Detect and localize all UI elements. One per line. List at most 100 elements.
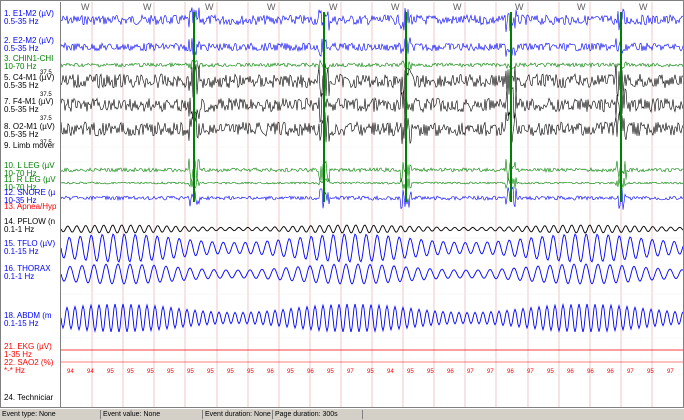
channel-filter: 0.5-35 Hz xyxy=(4,17,39,26)
channel-label-apnea[interactable]: 13. Apnea/Hyp xyxy=(4,203,56,211)
channel-label-e1m2[interactable]: 1. E1-M2 (µV) 0.5-35 Hz xyxy=(4,10,54,26)
channel-label-rleg[interactable]: 11. R LEG (µV 10-70 Hz xyxy=(4,176,56,192)
sao2-value-label: 96 xyxy=(587,369,594,375)
sao2-value-label: 95 xyxy=(647,369,654,375)
channel-name: 9. Limb mover xyxy=(4,141,55,150)
sao2-value-label: 95 xyxy=(227,369,234,375)
channel-label-e2m2[interactable]: 2. E2-M2 (µV) 0.5-35 Hz xyxy=(4,37,54,53)
waveform-lleg xyxy=(61,158,683,183)
channel-label-o2m1[interactable]: 8. O2-M1 (µV) 0.5-35 Hz xyxy=(4,123,55,139)
page-duration-status: Page duration: 300s xyxy=(272,410,362,419)
channel-name: 22. SAO2 (%) xyxy=(4,358,54,367)
waveform-chin xyxy=(61,59,683,71)
channel-name: 11. R LEG (µV xyxy=(4,175,56,184)
channel-filter: *-* Hz xyxy=(4,366,25,375)
channel-filter: 0.5-35 Hz xyxy=(4,81,39,90)
waveform-c4m1 xyxy=(61,63,683,98)
channel-name: 18. ABDM (m xyxy=(4,311,52,320)
channel-filter: 10-70 Hz xyxy=(4,183,37,192)
channel-label-snore[interactable]: 12. SNORE (µ 10-35 Hz xyxy=(4,189,55,205)
sao2-value-label: 95 xyxy=(127,369,134,375)
channel-name: 1. E1-M2 (µV) xyxy=(4,9,54,18)
position-label: W xyxy=(267,2,276,12)
channel-name: 21. EKG (µV) xyxy=(4,342,52,351)
channel-name: 2. E2-M2 (µV) xyxy=(4,36,54,45)
channel-name: 15. TFLO (µV) xyxy=(4,239,56,248)
channel-name: 13. Apnea/Hyp xyxy=(4,202,57,211)
channel-label-sao2[interactable]: 22. SAO2 (%) *-* Hz xyxy=(4,359,53,375)
sao2-value-label: 94 xyxy=(67,369,74,375)
sao2-value-label: 95 xyxy=(287,369,294,375)
position-label: W xyxy=(81,2,90,12)
waveform-tflo xyxy=(61,233,683,263)
sao2-value-label: 96 xyxy=(607,369,614,375)
channel-label-limb[interactable]: 9. Limb mover xyxy=(4,142,55,150)
waveform-f4m1 xyxy=(61,87,683,123)
sao2-value-label: 95 xyxy=(407,369,414,375)
event-type-status: Event type: None xyxy=(2,411,56,418)
channel-filter: 0.5-35 Hz xyxy=(4,130,39,139)
amplitude-scale-mark: 37.5 xyxy=(40,116,52,122)
channel-filter: 10-35 Hz xyxy=(4,196,37,205)
channel-name: 8. O2-M1 (µV) xyxy=(4,122,55,131)
sao2-value-label: 95 xyxy=(427,369,434,375)
sao2-value-label: 95 xyxy=(187,369,194,375)
waveform-e1m2 xyxy=(61,7,683,33)
sao2-value-label: 96 xyxy=(267,369,274,375)
channel-label-abdm[interactable]: 18. ABDM (m 0.1-15 Hz xyxy=(4,312,52,328)
channel-name: 10. L LEG (µV xyxy=(4,161,55,170)
channel-label-lleg[interactable]: 10. L LEG (µV 10-70 Hz xyxy=(4,162,55,178)
channel-label-chin[interactable]: 3. CHIN1-CHI 10-70 Hz xyxy=(4,55,53,71)
waveform-area[interactable]: 94 94 95 95 95 95 95 95 95 95 96 95 96 95 97 95 94 95 95 96… xyxy=(61,2,683,407)
sao2-value-label: 97 xyxy=(347,369,354,375)
status-empty-cell xyxy=(362,410,684,419)
channel-label-f4m1[interactable]: 7. F4-M1 (µV) 0.5-35 Hz xyxy=(4,98,54,114)
channel-label-thorax[interactable]: 16. THORAX 0.1-1 Hz xyxy=(4,265,51,281)
channel-name: 24. Techniciar xyxy=(4,393,54,402)
channel-label-pflow[interactable]: 14. PFLOW (n 0.1-1 Hz xyxy=(4,218,55,234)
channel-filter: 10-70 Hz xyxy=(4,62,37,71)
sao2-value-label: 96 xyxy=(507,369,514,375)
channel-label-column: 1. E1-M2 (µV) 0.5-35 Hz 2. E2-M2 (µV) 0.5-3… xyxy=(2,2,61,407)
sao2-value-label: 95 xyxy=(207,369,214,375)
position-label: W xyxy=(453,2,462,12)
waveform-canvas[interactable]: 94 94 95 95 95 95 95 95 95 95 96 95 96 95 97 95 94 95 95 96… xyxy=(61,2,683,407)
sao2-value-label: 96 xyxy=(447,369,454,375)
channel-label-c4m1[interactable]: 5. C4-M1 (µV) 0.5-35 Hz xyxy=(4,74,54,90)
position-label: W xyxy=(577,2,586,12)
channel-name: 16. THORAX xyxy=(4,264,51,273)
waveform-snore xyxy=(61,185,683,210)
waveform-e2m2 xyxy=(61,37,683,57)
sao2-value-label: 95 xyxy=(327,369,334,375)
sao2-value-label: 97 xyxy=(467,369,474,375)
sao2-value-label: 95 xyxy=(367,369,374,375)
channel-name: 7. F4-M1 (µV) xyxy=(4,97,54,106)
position-label: W xyxy=(329,2,338,12)
channel-filter: 0.1-15 Hz xyxy=(4,247,39,256)
sao2-value-label: 96 xyxy=(567,369,574,375)
sao2-value-label: 95 xyxy=(147,369,154,375)
amplitude-scale-mark: 37.5 xyxy=(40,140,52,146)
channel-label-tech[interactable]: 24. Techniciar xyxy=(4,394,53,402)
channel-name: 14. PFLOW (n xyxy=(4,217,56,226)
waveform-pflow xyxy=(61,224,683,234)
amplitude-scale-mark: 37.5 xyxy=(40,70,52,76)
channel-filter: 0.1-15 Hz xyxy=(4,319,39,328)
sao2-value-label: 97 xyxy=(527,369,534,375)
channel-label-ekg[interactable]: 21. EKG (µV) 1-35 Hz xyxy=(4,343,52,359)
channel-filter: 0.5-35 Hz xyxy=(4,44,39,53)
event-duration-status: Event duration: None xyxy=(202,410,272,419)
waveform-abdm xyxy=(61,302,683,333)
channel-filter: 1-35 Hz xyxy=(4,350,33,359)
sao2-value-label: 95 xyxy=(167,369,174,375)
sao2-value-label: 97 xyxy=(487,369,494,375)
sao2-value-label: 94 xyxy=(387,369,394,375)
position-label: W xyxy=(515,2,524,12)
channel-name: 3. CHIN1-CHI xyxy=(4,54,54,63)
channel-label-tflo[interactable]: 15. TFLO (µV) 0.1-15 Hz xyxy=(4,240,55,256)
channel-name: 12. SNORE (µ xyxy=(4,188,56,197)
status-bar: Event type: None Event value: None Event… xyxy=(0,408,684,420)
waveform-o2m1 xyxy=(61,110,683,145)
amplitude-scale-mark: 37.5 xyxy=(40,92,52,98)
